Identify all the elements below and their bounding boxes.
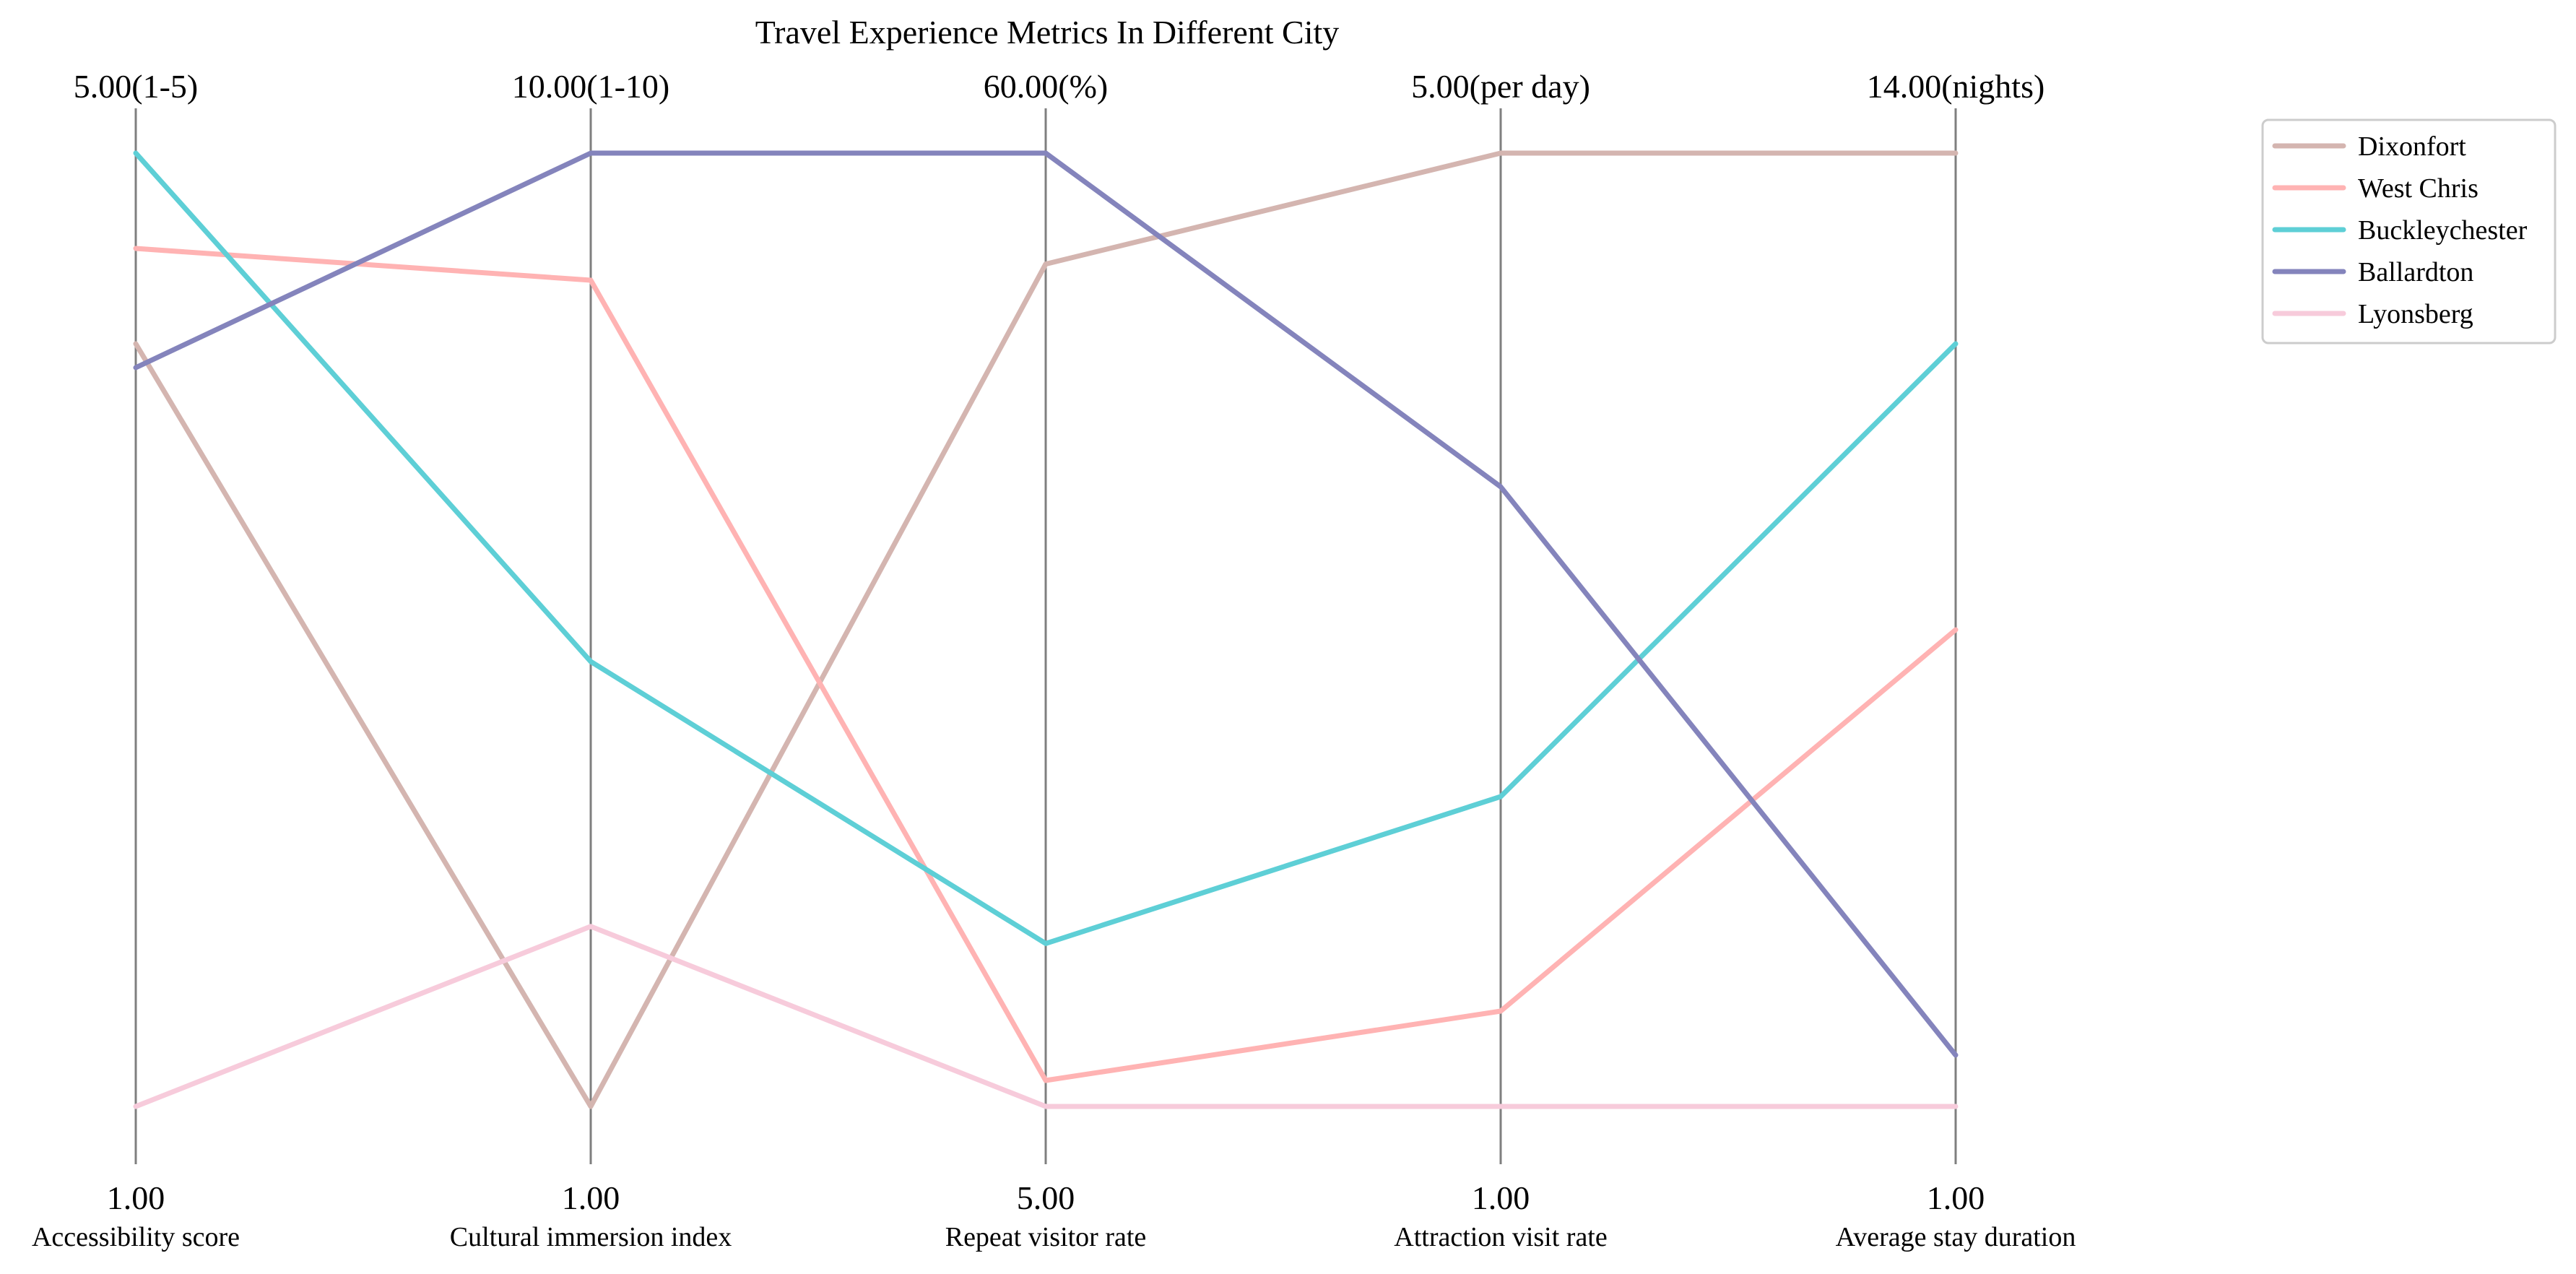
series-line xyxy=(133,150,1959,946)
axis-label: Accessibility score xyxy=(32,1222,240,1252)
legend-label: Dixonfort xyxy=(2358,131,2466,162)
axis-label: Cultural immersion index xyxy=(450,1222,732,1252)
legend-label: West Chris xyxy=(2358,173,2479,204)
series-lines-group xyxy=(133,150,1959,1109)
series-line xyxy=(133,150,1959,1109)
axis-max-label: 14.00(nights) xyxy=(1867,68,2045,105)
axis-min-label: 1.00 xyxy=(1472,1179,1530,1216)
axis-max-label: 5.00(1-5) xyxy=(74,68,198,105)
axes-group: 5.00(1-5) 1.00 Accessibility score 10.00(1-… xyxy=(32,68,2076,1252)
axis-min-label: 1.00 xyxy=(107,1179,165,1216)
axis-label: Repeat visitor rate xyxy=(945,1222,1147,1252)
axis-label: Attraction visit rate xyxy=(1394,1222,1607,1252)
legend-label: Buckleychester xyxy=(2358,215,2528,246)
series-line xyxy=(133,924,1959,1109)
legend: Dixonfort West Chris Buckleychester Ballard… xyxy=(2261,118,2557,344)
axis-max-label: 60.00(%) xyxy=(984,68,1108,105)
series-line xyxy=(133,150,1959,1058)
chart-title: Travel Experience Metrics In Different C… xyxy=(755,14,1340,51)
axis-min-label: 1.00 xyxy=(562,1179,620,1216)
axis-min-label: 5.00 xyxy=(1017,1179,1075,1216)
axis-label: Average stay duration xyxy=(1836,1222,2076,1252)
axis-min-label: 1.00 xyxy=(1927,1179,1985,1216)
axis-max-label: 5.00(per day) xyxy=(1411,68,1590,105)
legend-frame xyxy=(2261,118,2557,344)
legend-label: Ballardton xyxy=(2358,257,2473,287)
axis-max-label: 10.00(1-10) xyxy=(512,68,669,105)
legend-label: Lyonsberg xyxy=(2358,299,2473,329)
series-line xyxy=(133,246,1959,1083)
